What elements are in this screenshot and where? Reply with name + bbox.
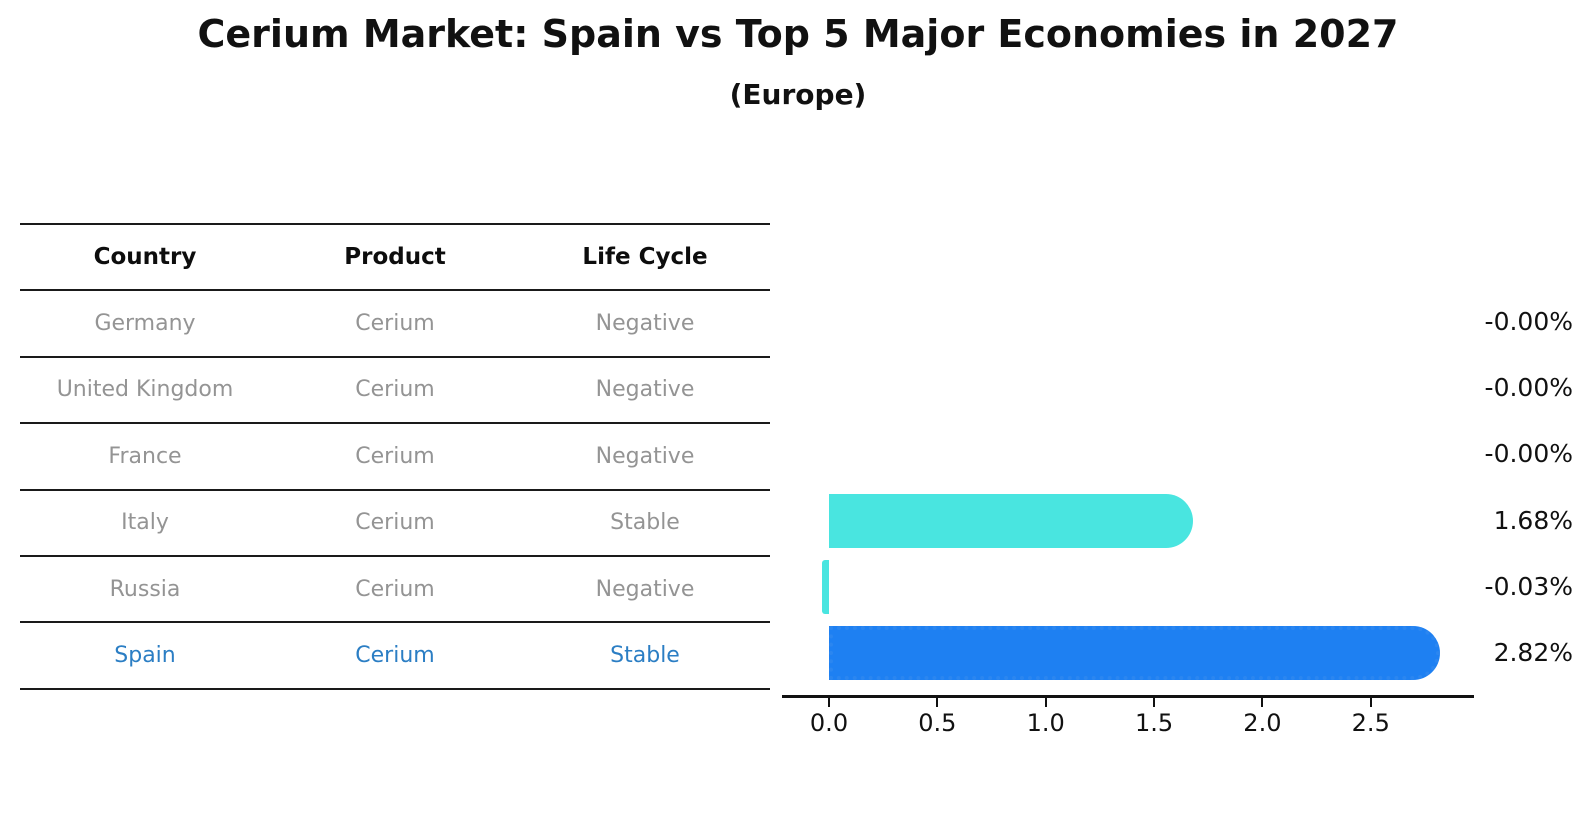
chart-title: Cerium Market: Spain vs Top 5 Major Econ… [197, 12, 1399, 56]
life-cycle-cell: Stable [610, 510, 680, 536]
product-cell: Cerium [355, 643, 435, 669]
value-label-united-kingdom: -0.00% [1484, 373, 1573, 402]
product-cell: Cerium [355, 576, 435, 602]
table-row: France Cerium Negative [20, 424, 770, 491]
x-tick-label: 0.5 [918, 709, 957, 737]
x-tick-label: 2.5 [1351, 709, 1390, 737]
x-axis-line [782, 695, 1474, 698]
x-tick-mark [1044, 698, 1047, 707]
x-tick-label: 2.0 [1243, 709, 1282, 737]
value-label-germany: -0.00% [1484, 307, 1573, 336]
life-cycle-cell: Negative [595, 377, 695, 403]
life-cycle-cell: Negative [595, 576, 695, 602]
country-table: Country Product Life Cycle Germany Cerium… [20, 223, 770, 690]
x-tick-mark [1261, 698, 1264, 707]
x-tick-mark [828, 698, 830, 707]
x-tick-mark [1369, 698, 1372, 707]
table-row: Russia Cerium Negative [20, 557, 770, 624]
country-cell: United Kingdom [56, 377, 234, 403]
product-cell: Cerium [355, 311, 435, 337]
value-label-spain: 2.82% [1493, 638, 1573, 667]
chart-subtitle: (Europe) [729, 78, 867, 111]
country-cell: Germany [94, 311, 196, 337]
table-header-row: Country Product Life Cycle [20, 225, 770, 292]
bar-italy [829, 494, 1194, 548]
country-cell: France [108, 443, 182, 469]
country-cell: Russia [109, 576, 181, 602]
column-header-life-cycle: Life Cycle [582, 244, 708, 271]
table-body: Germany Cerium Negative United Kingdom Ceriu… [20, 291, 770, 690]
table-row: Germany Cerium Negative [20, 291, 770, 358]
country-cell: Spain [114, 643, 176, 669]
column-header-country: Country [93, 244, 197, 271]
bar-spain [829, 626, 1441, 680]
life-cycle-cell: Negative [595, 311, 695, 337]
bar-russia [822, 560, 829, 614]
product-cell: Cerium [355, 510, 435, 536]
value-label-france: -0.00% [1484, 439, 1573, 468]
x-tick-label: 1.5 [1134, 709, 1174, 737]
value-label-russia: -0.03% [1484, 572, 1573, 601]
table-row: United Kingdom Cerium Negative [20, 358, 770, 425]
x-tick-mark [1153, 698, 1156, 707]
life-cycle-cell: Stable [610, 643, 680, 669]
country-cell: Italy [121, 510, 169, 536]
product-cell: Cerium [355, 377, 435, 403]
x-tick-label: 0.0 [809, 709, 849, 737]
table-row: Spain Cerium Stable [20, 623, 770, 690]
product-cell: Cerium [355, 443, 435, 469]
table-row: Italy Cerium Stable [20, 491, 770, 557]
life-cycle-cell: Negative [595, 443, 695, 469]
value-label-italy: 1.68% [1493, 506, 1573, 535]
x-tick-label: 1.0 [1026, 709, 1065, 737]
column-header-product: Product [344, 244, 446, 271]
x-tick-mark [936, 698, 939, 707]
